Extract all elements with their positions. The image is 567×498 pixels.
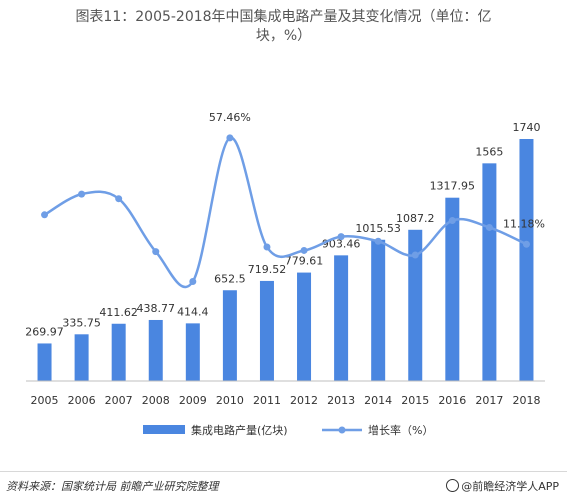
bar-label-2009: 414.4 bbox=[177, 305, 209, 318]
chart-title-line-2: 块，%） bbox=[255, 28, 312, 44]
legend-label-line: 增长率（%） bbox=[368, 423, 433, 437]
brand-credit-text: @前瞻经济学人APP bbox=[461, 480, 559, 493]
x-tick-2011: 2011 bbox=[253, 394, 281, 407]
bar-label-2018: 1740 bbox=[512, 121, 540, 134]
growth-point-2006 bbox=[78, 190, 86, 198]
growth-point-2017 bbox=[485, 223, 493, 231]
growth-rate-labels: 57.46% 11.18% bbox=[209, 111, 545, 230]
x-tick-2005: 2005 bbox=[31, 394, 59, 407]
x-tick-2008: 2008 bbox=[142, 394, 170, 407]
bar-2008 bbox=[148, 319, 163, 381]
growth-point-2012 bbox=[300, 246, 308, 254]
growth-label-2010: 57.46% bbox=[209, 111, 251, 124]
footer: 资料来源：国家统计局 前瞻产业研究院整理 @前瞻经济学人APP bbox=[0, 471, 567, 498]
x-tick-2018: 2018 bbox=[512, 394, 540, 407]
x-tick-2014: 2014 bbox=[364, 394, 392, 407]
bar-label-2012: 779.61 bbox=[285, 255, 324, 268]
bar-label-2011: 719.52 bbox=[248, 263, 287, 276]
growth-point-2009 bbox=[189, 278, 197, 285]
growth-label-2018: 11.18% bbox=[503, 217, 545, 230]
legend-swatch-point bbox=[338, 426, 346, 434]
x-tick-2012: 2012 bbox=[290, 394, 318, 407]
growth-point-2014 bbox=[374, 237, 382, 245]
legend-swatch-bar bbox=[143, 425, 185, 434]
bar-2010 bbox=[222, 290, 237, 381]
bar-2018 bbox=[519, 139, 534, 381]
bar-2017 bbox=[482, 163, 497, 381]
bar-2006 bbox=[74, 334, 89, 381]
chart-title-line-1: 图表11：2005-2018年中国集成电路产量及其变化情况（单位：亿 bbox=[75, 9, 492, 25]
bar-label-2008: 438.77 bbox=[137, 302, 176, 315]
brand-credit: @前瞻经济学人APP bbox=[446, 478, 559, 494]
growth-point-2010 bbox=[226, 134, 234, 142]
growth-point-2018 bbox=[522, 240, 530, 248]
x-tick-2009: 2009 bbox=[179, 394, 207, 407]
bar-2007 bbox=[111, 323, 126, 381]
bar-label-2015: 1087.2 bbox=[396, 212, 435, 225]
x-tick-2016: 2016 bbox=[438, 394, 466, 407]
bar-2015 bbox=[408, 229, 423, 381]
growth-point-2011 bbox=[263, 243, 271, 251]
legend: 集成电路产量(亿块) 增长率（%） bbox=[143, 423, 433, 437]
growth-rate-points bbox=[41, 134, 530, 285]
bar-label-2016: 1317.95 bbox=[430, 180, 476, 193]
bar-label-2006: 335.75 bbox=[62, 316, 101, 329]
bar-2014 bbox=[371, 239, 386, 381]
x-tick-2015: 2015 bbox=[401, 394, 429, 407]
bar-label-2010: 652.5 bbox=[214, 272, 246, 285]
source-note: 资料来源：国家统计局 前瞻产业研究院整理 bbox=[6, 480, 219, 493]
growth-point-2013 bbox=[337, 233, 345, 241]
growth-point-2016 bbox=[448, 217, 456, 225]
bar-2011 bbox=[259, 280, 274, 381]
growth-point-2008 bbox=[152, 248, 160, 256]
legend-label-bar: 集成电路产量(亿块) bbox=[191, 423, 288, 437]
x-tick-2010: 2010 bbox=[216, 394, 244, 407]
x-tick-labels: 2005 2006 2007 2008 2009 2010 2011 2012 2013 2014… bbox=[31, 394, 541, 407]
bar-2012 bbox=[297, 272, 312, 381]
brand-logo-icon bbox=[446, 479, 460, 492]
bar-label-2017: 1565 bbox=[475, 145, 503, 158]
x-tick-2013: 2013 bbox=[327, 394, 355, 407]
bar-2009 bbox=[185, 323, 200, 381]
chart-title: 图表11：2005-2018年中国集成电路产量及其变化情况（单位：亿 块，%） bbox=[0, 8, 567, 46]
bar-2016 bbox=[445, 197, 460, 381]
bar-2005 bbox=[37, 343, 52, 381]
x-tick-2017: 2017 bbox=[475, 394, 503, 407]
x-tick-2007: 2007 bbox=[105, 394, 133, 407]
bar-label-2014: 1015.53 bbox=[355, 222, 401, 235]
growth-point-2007 bbox=[115, 195, 123, 203]
bar-2013 bbox=[334, 255, 349, 381]
bar-series bbox=[37, 139, 534, 381]
bar-label-2007: 411.62 bbox=[99, 306, 138, 319]
x-tick-2006: 2006 bbox=[68, 394, 96, 407]
growth-point-2015 bbox=[411, 251, 419, 259]
growth-point-2005 bbox=[41, 211, 49, 219]
bar-label-2005: 269.97 bbox=[25, 325, 64, 338]
